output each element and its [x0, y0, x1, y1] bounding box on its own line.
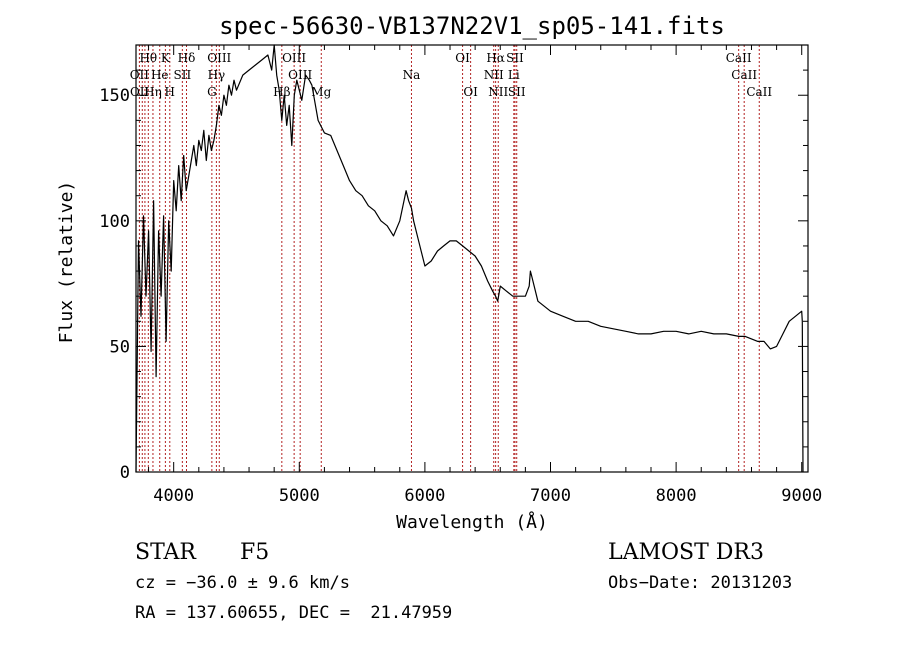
x-tick-label: 7000: [530, 486, 571, 506]
y-tick-label: 150: [99, 86, 130, 106]
emission-line-label: Hη: [144, 85, 162, 99]
emission-line-label: OIII: [288, 68, 312, 82]
x-tick-label: 8000: [656, 486, 697, 506]
emission-line-label: Hβ: [273, 85, 290, 99]
emission-line-label: OI: [455, 51, 470, 65]
emission-line-label: Mg: [311, 85, 331, 99]
object-class: STAR: [135, 540, 196, 565]
emission-line-label: He: [151, 68, 169, 82]
x-tick-label: 9000: [781, 486, 822, 506]
y-axis-label: Flux (relative): [56, 181, 77, 344]
emission-line-label: K: [161, 51, 171, 65]
y-tick-label: 50: [110, 337, 130, 357]
x-tick-label: 5000: [279, 486, 320, 506]
emission-line-label: OI: [463, 85, 478, 99]
spectrum-series-line: [135, 44, 804, 473]
emission-line-label: Hγ: [208, 68, 226, 82]
emission-line-markers: [138, 45, 760, 472]
emission-line-label: Li: [508, 68, 520, 82]
x-tick-label: 4000: [153, 486, 194, 506]
emission-line-label: SII: [173, 68, 191, 82]
x-axis-label: Wavelength (Å): [396, 511, 548, 533]
y-tick-label: 100: [99, 212, 130, 232]
emission-line-label: Hα: [486, 51, 505, 65]
emission-line-label: G: [207, 85, 217, 99]
x-tick-label: 6000: [404, 486, 445, 506]
axes: 4000 5000 6000 7000 8000 9000 0 50 100 150: [99, 44, 822, 506]
chart-title: spec-56630-VB137N22V1_sp05-141.fits: [219, 12, 725, 40]
emission-line-label: OIII: [207, 51, 231, 65]
emission-line-label: NII: [488, 85, 508, 99]
emission-line-label: Hθ: [139, 51, 157, 65]
emission-line-label: H: [165, 85, 175, 99]
emission-line-label: SII: [506, 51, 524, 65]
sky-coordinates: RA = 137.60655, DEC = 21.47959: [135, 603, 453, 623]
plot-frame: [135, 44, 809, 473]
emission-line-label: OIII: [282, 51, 306, 65]
emission-line-label: SII: [508, 85, 526, 99]
y-tick-label: 0: [120, 463, 130, 483]
emission-line-label: CaII: [746, 85, 772, 99]
emission-line-label: CaII: [726, 51, 752, 65]
observation-date: Obs−Date: 20131203: [608, 573, 793, 593]
emission-line-label: OII: [130, 68, 150, 82]
emission-line-label: Na: [403, 68, 421, 82]
emission-line-label: NII: [484, 68, 504, 82]
emission-line-label: CaII: [731, 68, 757, 82]
redshift-velocity: cz = −36.0 ± 9.6 km/s: [135, 573, 350, 593]
emission-line-label: Hδ: [178, 51, 196, 65]
survey-name: LAMOST DR3: [608, 540, 764, 565]
object-subclass: F5: [240, 540, 270, 565]
